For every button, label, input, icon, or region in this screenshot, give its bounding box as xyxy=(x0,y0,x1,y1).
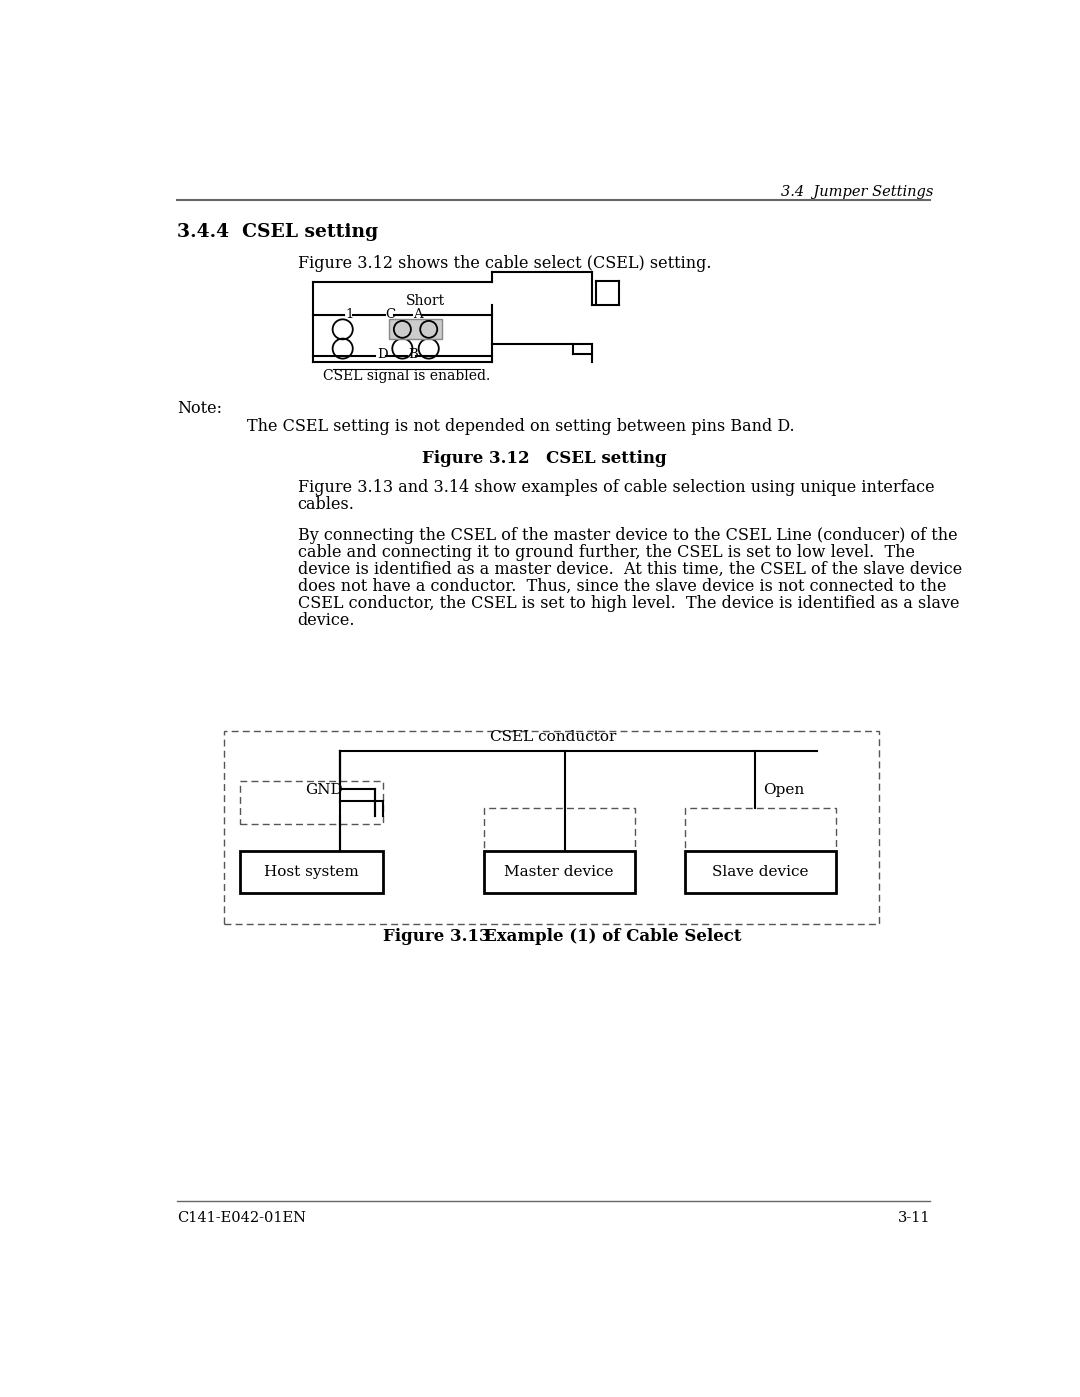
Text: CSEL conductor, the CSEL is set to high level.  The device is identified as a sl: CSEL conductor, the CSEL is set to high … xyxy=(298,595,959,612)
Text: Figure 3.13 and 3.14 show examples of cable selection using unique interface: Figure 3.13 and 3.14 show examples of ca… xyxy=(298,479,934,496)
Text: Host system: Host system xyxy=(264,865,359,879)
Text: Open: Open xyxy=(762,782,804,796)
Text: 3.4.4  CSEL setting: 3.4.4 CSEL setting xyxy=(177,224,378,242)
Bar xyxy=(484,851,635,893)
Text: Figure 3.12: Figure 3.12 xyxy=(422,450,529,467)
Bar xyxy=(225,731,879,923)
Text: The CSEL setting is not depended on setting between pins Band D.: The CSEL setting is not depended on sett… xyxy=(247,418,795,434)
Text: Slave device: Slave device xyxy=(712,865,809,879)
Text: B: B xyxy=(408,348,418,362)
Text: By connecting the CSEL of the master device to the CSEL Line (conducer) of the: By connecting the CSEL of the master dev… xyxy=(298,527,957,545)
Text: Figure 3.13: Figure 3.13 xyxy=(383,928,490,944)
Text: cables.: cables. xyxy=(298,496,354,513)
Text: device is identified as a master device.  At this time, the CSEL of the slave de: device is identified as a master device.… xyxy=(298,562,962,578)
Text: C: C xyxy=(386,309,395,321)
Text: does not have a conductor.  Thus, since the slave device is not connected to the: does not have a conductor. Thus, since t… xyxy=(298,578,946,595)
Bar xyxy=(685,851,836,893)
Text: D: D xyxy=(377,348,388,362)
Text: Short: Short xyxy=(406,293,445,307)
Text: Master device: Master device xyxy=(504,865,613,879)
Text: Note:: Note: xyxy=(177,400,221,418)
Text: C141-E042-01EN: C141-E042-01EN xyxy=(177,1211,306,1225)
Text: 3-11: 3-11 xyxy=(897,1211,930,1225)
Text: 3.4  Jumper Settings: 3.4 Jumper Settings xyxy=(781,184,933,198)
Bar xyxy=(685,809,836,851)
Text: Figure 3.12 shows the cable select (CSEL) setting.: Figure 3.12 shows the cable select (CSEL… xyxy=(298,256,712,272)
Text: CSEL conductor: CSEL conductor xyxy=(490,731,617,745)
Text: Example (1) of Cable Select: Example (1) of Cable Select xyxy=(484,928,741,944)
Bar xyxy=(240,851,383,893)
Bar xyxy=(389,320,442,339)
Text: CSEL setting: CSEL setting xyxy=(545,450,666,467)
Text: A: A xyxy=(414,309,423,321)
Text: GND: GND xyxy=(306,782,343,796)
Text: device.: device. xyxy=(298,612,355,629)
Text: CSEL signal is enabled.: CSEL signal is enabled. xyxy=(323,369,490,383)
Bar xyxy=(240,781,383,824)
Text: 1: 1 xyxy=(346,309,354,321)
Text: cable and connecting it to ground further, the CSEL is set to low level.  The: cable and connecting it to ground furthe… xyxy=(298,545,915,562)
Bar xyxy=(484,809,635,851)
